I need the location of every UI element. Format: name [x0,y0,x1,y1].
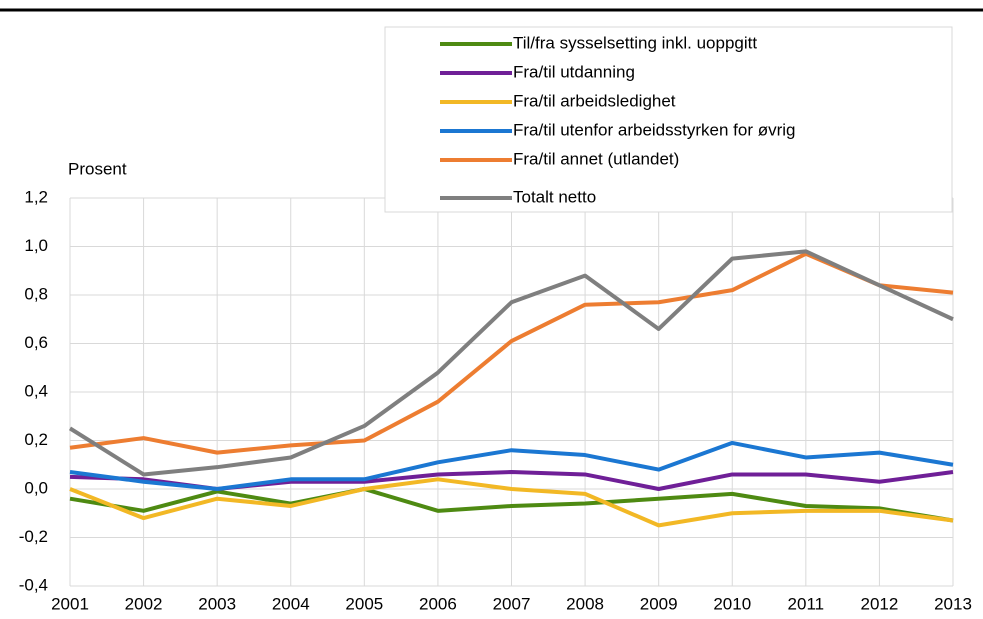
series-line [69,477,954,528]
series-line [69,440,954,491]
x-tick-label: 2007 [493,594,531,613]
y-tick-label: 0,6 [24,333,48,352]
y-tick-label: 1,0 [24,236,48,255]
legend-label: Fra/til arbeidsledighet [513,91,676,110]
y-tick-label: 0,2 [24,430,48,449]
series-line [69,487,954,523]
legend-label: Fra/til annet (utlandet) [513,149,679,168]
y-axis-label: Prosent [68,159,127,178]
x-tick-label: 2002 [125,594,163,613]
legend-box [384,26,953,213]
y-tick-label: 0,4 [24,381,48,400]
x-tick-label: 2006 [419,594,457,613]
legend-label: Til/fra sysselsetting inkl. uoppgitt [513,33,757,52]
y-tick-label: 0,8 [24,284,48,303]
y-tick-label: 1,2 [24,187,48,206]
legend-label: Totalt netto [513,187,596,206]
legend-label: Fra/til utenfor arbeidsstyrken for øvrig [513,120,795,139]
y-tick-label: -0,2 [19,527,48,546]
legend-label: Fra/til utdanning [513,62,635,81]
x-tick-label: 2005 [345,594,383,613]
x-tick-label: 2004 [272,594,310,613]
y-tick-label: 0,0 [24,478,48,497]
x-tick-label: 2012 [861,594,899,613]
series-line [68,249,954,477]
x-tick-label: 2010 [713,594,751,613]
series-line [69,251,954,455]
x-tick-label: 2011 [788,594,825,613]
y-tick-label: -0,4 [19,575,48,594]
x-tick-label: 2003 [198,594,236,613]
x-tick-label: 2009 [640,594,678,613]
x-tick-label: 2001 [51,594,89,613]
x-tick-label: 2008 [566,594,604,613]
x-tick-label: 2013 [934,594,972,613]
